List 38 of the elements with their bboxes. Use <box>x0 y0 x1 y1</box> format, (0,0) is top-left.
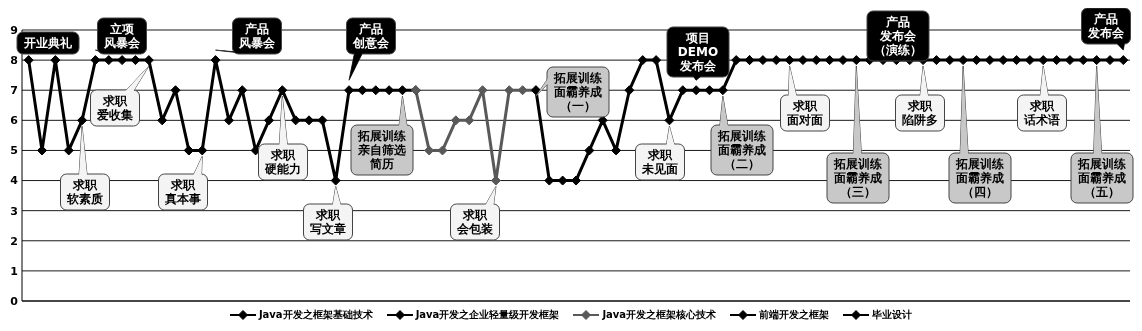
annotation: 求职会包装 <box>456 208 494 236</box>
annotation: 拓展训练面霸养成（三） <box>833 157 882 199</box>
annotation: 产品发布会（演练） <box>874 15 922 57</box>
y-tick-label: 9 <box>10 23 18 37</box>
legend-label: Java开发之企业轻量级开发框架 <box>415 308 560 322</box>
annotation: 求职软素质 <box>66 178 103 206</box>
legend-label: 毕业设计 <box>872 308 913 322</box>
annotation: 拓展训练面霸养成（五） <box>1077 157 1126 199</box>
annotation: 求职爱收集 <box>96 94 133 122</box>
legend-label: 前端开发之框架 <box>759 308 830 322</box>
y-tick-label: 1 <box>10 264 18 278</box>
annotation: 产品风暴会 <box>238 22 276 50</box>
annotation: 拓展训练面霸养成（二） <box>717 129 766 171</box>
annotation: 拓展训练亲自筛选简历 <box>357 129 406 171</box>
annotation: 拓展训练面霸养成（一） <box>553 71 602 113</box>
y-tick-label: 2 <box>10 234 18 248</box>
y-tick-label: 4 <box>10 174 19 188</box>
annotation: 拓展训练面霸养成（四） <box>955 157 1004 199</box>
y-tick-label: 3 <box>10 204 18 218</box>
annotation: 求职话术语 <box>1023 99 1060 127</box>
annotation: 求职陷阱多 <box>902 99 938 127</box>
annotation: 求职未见面 <box>641 148 678 176</box>
legend-label: Java开发之框架基础技术 <box>258 308 373 322</box>
y-tick-label: 8 <box>10 54 18 68</box>
legend-label: Java开发之框架核心技术 <box>602 308 717 322</box>
y-tick-label: 5 <box>10 144 18 158</box>
annotation: 求职真本事 <box>164 178 201 206</box>
annotation: 产品发布会 <box>1087 12 1125 40</box>
annotation: 项目DEMO发布会 <box>677 31 719 73</box>
y-tick-label: 0 <box>10 294 19 308</box>
annotation: 求职面对面 <box>786 99 823 127</box>
annotation: 产品创意会 <box>352 22 390 50</box>
annotation: 求职写文章 <box>310 208 346 236</box>
annotation: 立项风暴会 <box>103 22 141 50</box>
y-tick-label: 6 <box>10 114 19 128</box>
y-tick-label: 7 <box>10 84 18 98</box>
annotation: 求职硬能力 <box>264 148 301 176</box>
annotation: 开业典礼 <box>23 36 73 50</box>
